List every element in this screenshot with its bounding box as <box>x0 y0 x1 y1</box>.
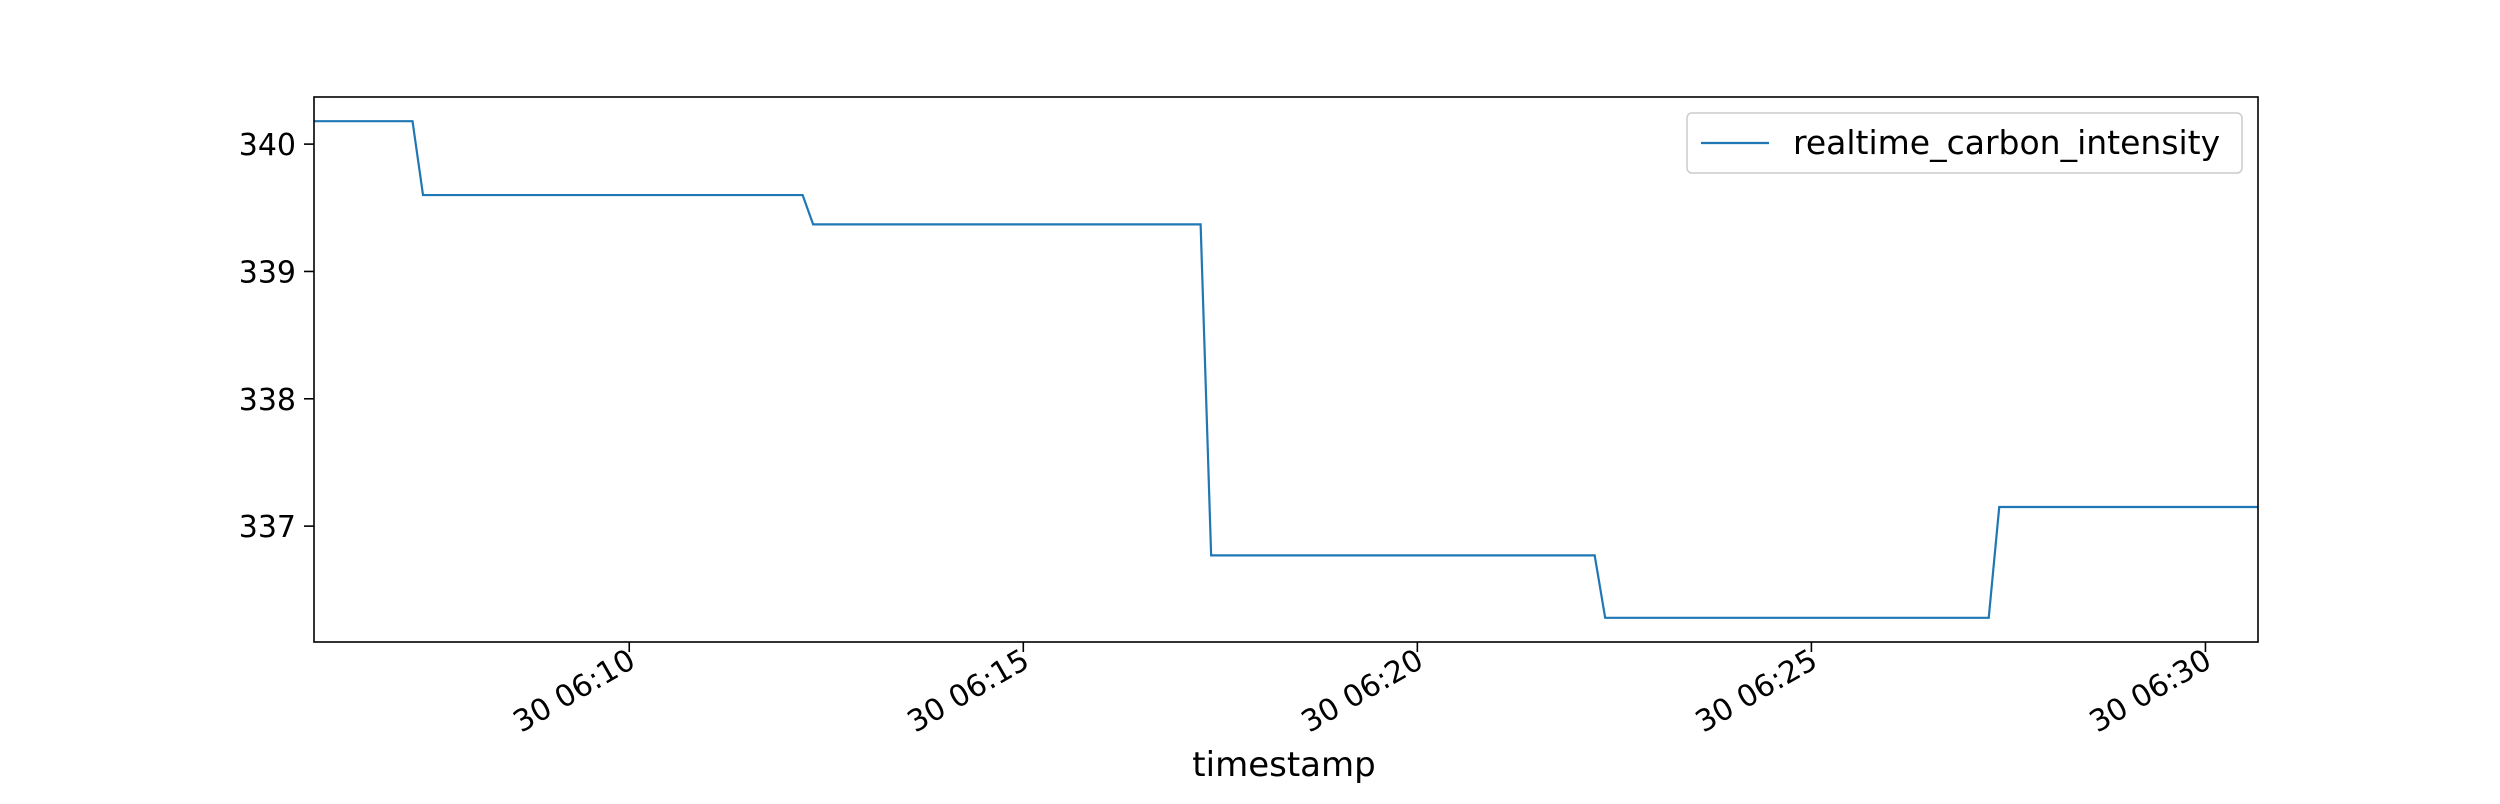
series-line-0 <box>314 121 2258 618</box>
x-axis-label: timestamp <box>1192 745 1375 785</box>
plot-border <box>314 97 2258 642</box>
x-tick-label: 30 06:25 <box>1690 643 1824 740</box>
x-tick-label: 30 06:15 <box>902 643 1036 740</box>
x-axis: 30 06:10 30 06:15 30 06:20 30 06:25 30 06:30 <box>508 642 2218 740</box>
series-layer <box>314 121 2258 618</box>
axes-frame <box>314 97 2258 642</box>
legend: realtime_carbon_intensity <box>1687 113 2242 173</box>
x-tick-label: 30 06:30 <box>2084 643 2218 740</box>
y-tick-label: 337 <box>239 510 296 545</box>
y-axis: 337 338 339 340 <box>239 128 314 545</box>
y-tick-label: 339 <box>239 255 296 290</box>
y-tick-label: 338 <box>239 383 296 418</box>
y-tick-label: 340 <box>239 128 296 163</box>
x-tick-label: 30 06:20 <box>1296 643 1430 740</box>
x-tick-label: 30 06:10 <box>508 643 642 740</box>
legend-label: realtime_carbon_intensity <box>1793 123 2220 162</box>
